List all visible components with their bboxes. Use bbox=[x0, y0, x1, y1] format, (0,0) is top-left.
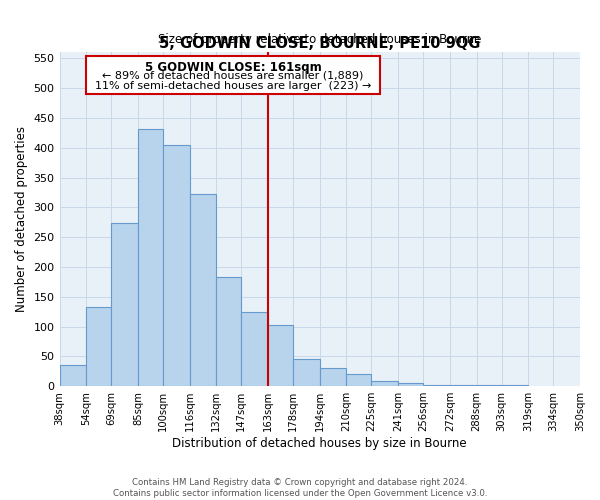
Text: ← 89% of detached houses are smaller (1,889): ← 89% of detached houses are smaller (1,… bbox=[103, 71, 364, 81]
Bar bbox=[111, 224, 138, 386]
Bar bbox=[268, 325, 293, 386]
Bar bbox=[450, 385, 476, 386]
Text: Size of property relative to detached houses in Bourne: Size of property relative to detached ho… bbox=[158, 34, 481, 46]
Text: Contains HM Land Registry data © Crown copyright and database right 2024.
Contai: Contains HM Land Registry data © Crown c… bbox=[113, 478, 487, 498]
Bar bbox=[241, 312, 268, 386]
Text: 11% of semi-detached houses are larger  (223) →: 11% of semi-detached houses are larger (… bbox=[95, 81, 371, 91]
Title: 5, GODWIN CLOSE, BOURNE, PE10 9QG: 5, GODWIN CLOSE, BOURNE, PE10 9QG bbox=[159, 36, 481, 52]
Bar bbox=[371, 382, 398, 386]
Bar bbox=[217, 277, 241, 386]
Bar bbox=[398, 383, 423, 386]
Bar bbox=[502, 385, 528, 386]
X-axis label: Distribution of detached houses by size in Bourne: Distribution of detached houses by size … bbox=[172, 437, 467, 450]
Bar bbox=[346, 374, 371, 386]
Bar bbox=[163, 145, 190, 386]
Bar bbox=[86, 307, 111, 386]
Text: 5 GODWIN CLOSE: 161sqm: 5 GODWIN CLOSE: 161sqm bbox=[145, 61, 322, 74]
Bar bbox=[320, 368, 346, 386]
Bar bbox=[293, 359, 320, 386]
Bar bbox=[138, 128, 163, 386]
Bar bbox=[423, 385, 450, 386]
Bar bbox=[59, 366, 86, 386]
FancyBboxPatch shape bbox=[86, 56, 380, 94]
Bar bbox=[190, 194, 217, 386]
Bar bbox=[476, 385, 502, 386]
Y-axis label: Number of detached properties: Number of detached properties bbox=[15, 126, 28, 312]
